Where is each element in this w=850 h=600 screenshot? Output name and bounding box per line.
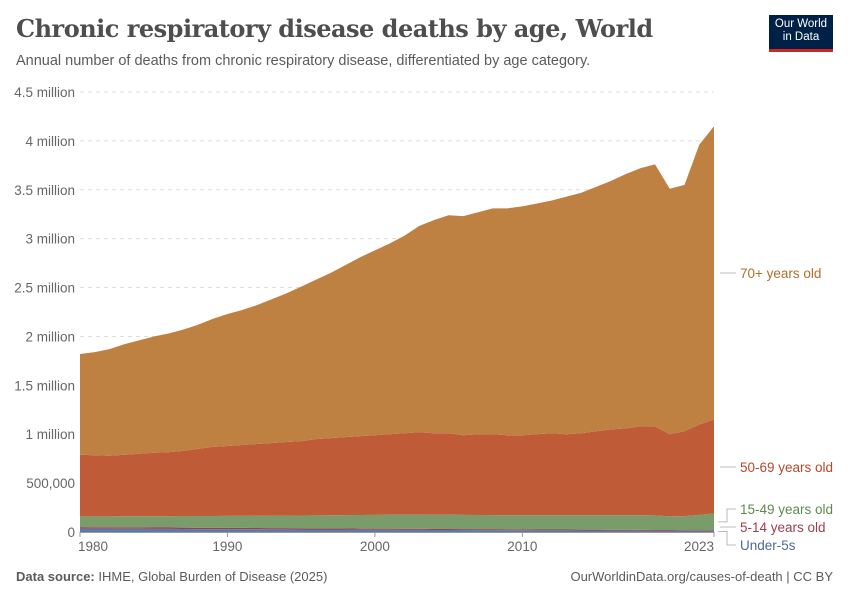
x-tick-label: 1980 (78, 539, 108, 554)
y-tick-label: 1.5 million (14, 378, 75, 393)
credit-link[interactable]: OurWorldinData.org/causes-of-death | CC … (570, 569, 833, 584)
y-tick-label: 0 (67, 525, 75, 540)
series-label: 50-69 years old (740, 460, 833, 475)
x-tick-label: 2010 (507, 539, 537, 554)
series-label: 70+ years old (740, 266, 821, 281)
area-15-49-years-old (80, 513, 714, 531)
series-label: 5-14 years old (740, 520, 826, 535)
area-under-5s (80, 528, 714, 532)
series-label: 15-49 years old (740, 502, 833, 517)
y-tick-label: 3 million (25, 232, 75, 247)
y-tick-label: 3.5 million (14, 183, 75, 198)
owid-logo[interactable]: Our World in Data (769, 15, 833, 52)
chart-subtitle: Annual number of deaths from chronic res… (16, 53, 591, 69)
x-tick-label: 2000 (360, 539, 390, 554)
y-tick-label: 2 million (25, 329, 75, 344)
y-tick-label: 500,000 (26, 476, 75, 491)
chart-title: Chronic respiratory disease deaths by ag… (16, 14, 653, 43)
y-tick-label: 1 million (25, 427, 75, 442)
area-5-14-years-old (80, 527, 714, 532)
x-tick-label: 1990 (212, 539, 242, 554)
label-connector (718, 508, 736, 523)
data-source: Data source: IHME, Global Burden of Dise… (16, 569, 327, 584)
area-50-69-years-old (80, 419, 714, 517)
y-tick-label: 4.5 million (14, 85, 75, 100)
series-label: Under-5s (740, 538, 796, 553)
y-tick-label: 2.5 million (14, 281, 75, 296)
source-label: Data source: (16, 569, 95, 584)
y-tick-label: 4 million (25, 134, 75, 149)
logo-line-2: in Data (782, 31, 820, 43)
logo-line-1: Our World (774, 18, 828, 30)
label-connector (718, 531, 736, 546)
area-70-years-old (80, 126, 714, 456)
x-tick-label: 2023 (684, 539, 714, 554)
source-link[interactable]: IHME, Global Burden of Disease (2025) (98, 569, 328, 584)
